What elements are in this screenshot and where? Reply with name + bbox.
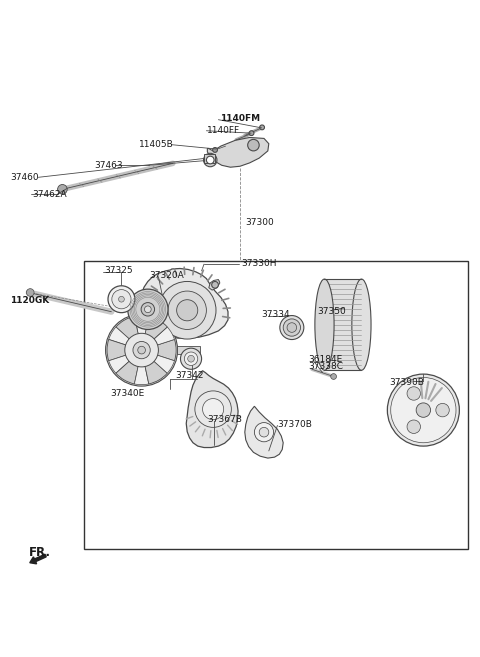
Wedge shape bbox=[109, 350, 142, 373]
Circle shape bbox=[112, 290, 131, 309]
Circle shape bbox=[168, 291, 206, 329]
Circle shape bbox=[184, 352, 198, 365]
Text: 1140FF: 1140FF bbox=[207, 126, 240, 135]
Circle shape bbox=[260, 125, 264, 130]
Circle shape bbox=[141, 303, 155, 316]
Text: 37460: 37460 bbox=[10, 173, 39, 182]
Circle shape bbox=[204, 153, 217, 167]
Text: 37342: 37342 bbox=[175, 371, 204, 380]
Wedge shape bbox=[142, 350, 174, 373]
Circle shape bbox=[387, 374, 459, 446]
Wedge shape bbox=[134, 315, 149, 350]
Bar bbox=[177, 346, 200, 354]
Text: FR.: FR. bbox=[29, 546, 51, 558]
Text: 37330H: 37330H bbox=[241, 259, 276, 267]
Polygon shape bbox=[209, 279, 220, 290]
Circle shape bbox=[212, 281, 218, 288]
Text: 37338C: 37338C bbox=[308, 363, 343, 371]
Text: 1140FM: 1140FM bbox=[220, 114, 260, 124]
Circle shape bbox=[58, 185, 67, 194]
Circle shape bbox=[254, 422, 274, 442]
Text: 37370B: 37370B bbox=[277, 420, 312, 429]
Circle shape bbox=[407, 420, 420, 434]
Circle shape bbox=[180, 348, 202, 369]
Ellipse shape bbox=[352, 279, 371, 371]
Wedge shape bbox=[116, 316, 142, 350]
Circle shape bbox=[331, 374, 336, 379]
Ellipse shape bbox=[315, 279, 334, 371]
Circle shape bbox=[283, 319, 300, 336]
FancyArrow shape bbox=[30, 555, 46, 564]
Text: 37325: 37325 bbox=[105, 266, 133, 275]
Polygon shape bbox=[207, 137, 269, 168]
Circle shape bbox=[158, 281, 216, 339]
Bar bbox=[204, 154, 215, 163]
Circle shape bbox=[108, 286, 135, 313]
Polygon shape bbox=[140, 269, 228, 338]
Text: 1120GK: 1120GK bbox=[10, 296, 49, 305]
Text: 37390B: 37390B bbox=[390, 378, 425, 387]
Circle shape bbox=[188, 355, 194, 362]
Circle shape bbox=[206, 156, 214, 164]
Circle shape bbox=[26, 288, 34, 296]
Circle shape bbox=[195, 391, 231, 428]
Text: 37367B: 37367B bbox=[207, 415, 242, 424]
Wedge shape bbox=[142, 327, 174, 350]
Text: 36184E: 36184E bbox=[308, 355, 342, 364]
Wedge shape bbox=[107, 340, 142, 361]
Polygon shape bbox=[186, 371, 238, 447]
Text: 37350: 37350 bbox=[318, 307, 347, 316]
Text: 37300: 37300 bbox=[245, 218, 274, 227]
Wedge shape bbox=[116, 350, 142, 384]
Circle shape bbox=[133, 342, 150, 359]
Circle shape bbox=[416, 403, 431, 417]
Polygon shape bbox=[245, 406, 283, 458]
Text: 37463: 37463 bbox=[94, 161, 123, 170]
Circle shape bbox=[391, 378, 456, 443]
Text: 37462A: 37462A bbox=[32, 190, 67, 199]
Wedge shape bbox=[142, 340, 176, 361]
Circle shape bbox=[280, 315, 304, 340]
Circle shape bbox=[436, 403, 449, 417]
Bar bbox=[84, 261, 468, 549]
Text: 37340E: 37340E bbox=[110, 390, 144, 398]
Bar bbox=[324, 279, 361, 371]
Circle shape bbox=[119, 296, 124, 302]
Text: 11405B: 11405B bbox=[139, 140, 174, 149]
Wedge shape bbox=[109, 327, 142, 350]
Circle shape bbox=[287, 323, 297, 332]
Circle shape bbox=[407, 387, 420, 400]
Wedge shape bbox=[134, 350, 149, 384]
Circle shape bbox=[144, 306, 151, 313]
Circle shape bbox=[248, 139, 259, 151]
Wedge shape bbox=[142, 350, 168, 384]
Circle shape bbox=[128, 289, 168, 329]
Text: 37320A: 37320A bbox=[149, 271, 183, 280]
Circle shape bbox=[177, 300, 198, 321]
Wedge shape bbox=[142, 316, 168, 350]
Circle shape bbox=[213, 148, 217, 152]
Text: 37334: 37334 bbox=[262, 310, 290, 319]
Circle shape bbox=[203, 399, 224, 420]
Circle shape bbox=[106, 314, 178, 386]
Circle shape bbox=[138, 346, 145, 354]
Circle shape bbox=[125, 333, 158, 367]
Circle shape bbox=[249, 131, 254, 135]
Circle shape bbox=[259, 428, 269, 437]
